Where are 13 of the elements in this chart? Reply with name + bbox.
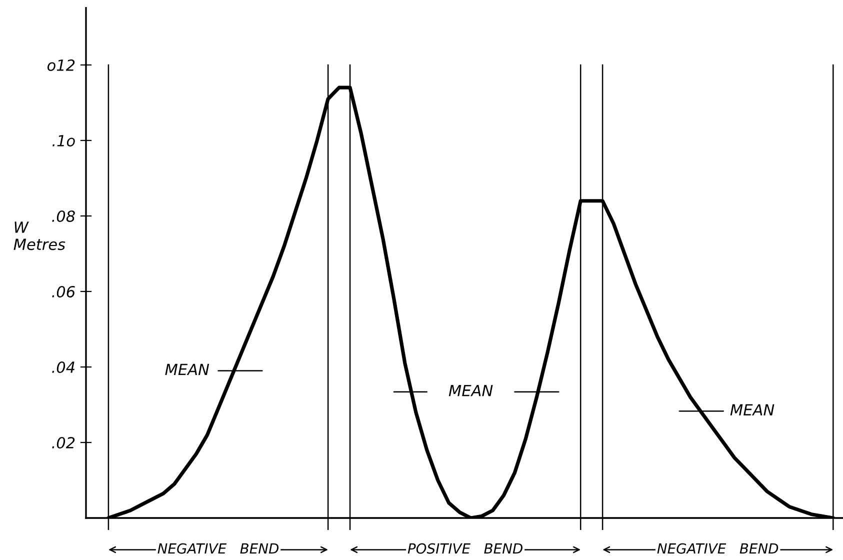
annotation: MEAN [730, 404, 774, 416]
y-tick-label: .02 [52, 436, 75, 449]
y-tick-label: .04 [52, 361, 74, 374]
y-axis-title: W Metres [14, 222, 66, 250]
text: POSITIVE BEND [408, 543, 522, 554]
y-tick-label: .06 [52, 286, 75, 298]
annotation: MEAN [448, 384, 493, 396]
text: NEGATIVE BEND [657, 543, 778, 554]
text: NEGATIVE BEND [158, 543, 279, 554]
y-tick-label: .1o [52, 135, 75, 146]
y-tick-label: .08 [52, 210, 75, 222]
y-tick-label: o12 [47, 59, 75, 71]
annotation: MEAN [165, 364, 210, 375]
